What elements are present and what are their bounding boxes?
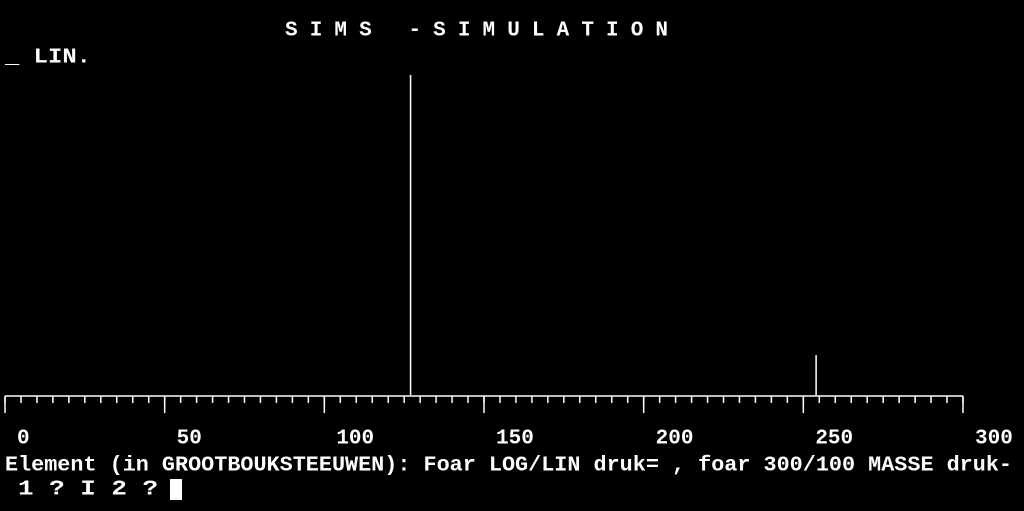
x-tick-label: 150: [496, 428, 534, 451]
x-tick-label: 0: [17, 428, 30, 451]
prompt-input: 1 ? I 2 ?: [18, 479, 158, 502]
scale-label: _ LIN.: [4, 47, 91, 70]
x-tick-label: 50: [177, 428, 202, 451]
x-tick-label: 250: [815, 428, 853, 451]
x-tick-label: 200: [656, 428, 694, 451]
prompt-line: Element (in GROOTBOUKSTEEUWEN): Foar LOG…: [5, 455, 1012, 478]
cursor: [170, 479, 182, 500]
chart-title: SIMS -SIMULATION: [285, 20, 668, 43]
x-tick-label: 300: [975, 428, 1013, 451]
x-tick-label: 100: [336, 428, 374, 451]
